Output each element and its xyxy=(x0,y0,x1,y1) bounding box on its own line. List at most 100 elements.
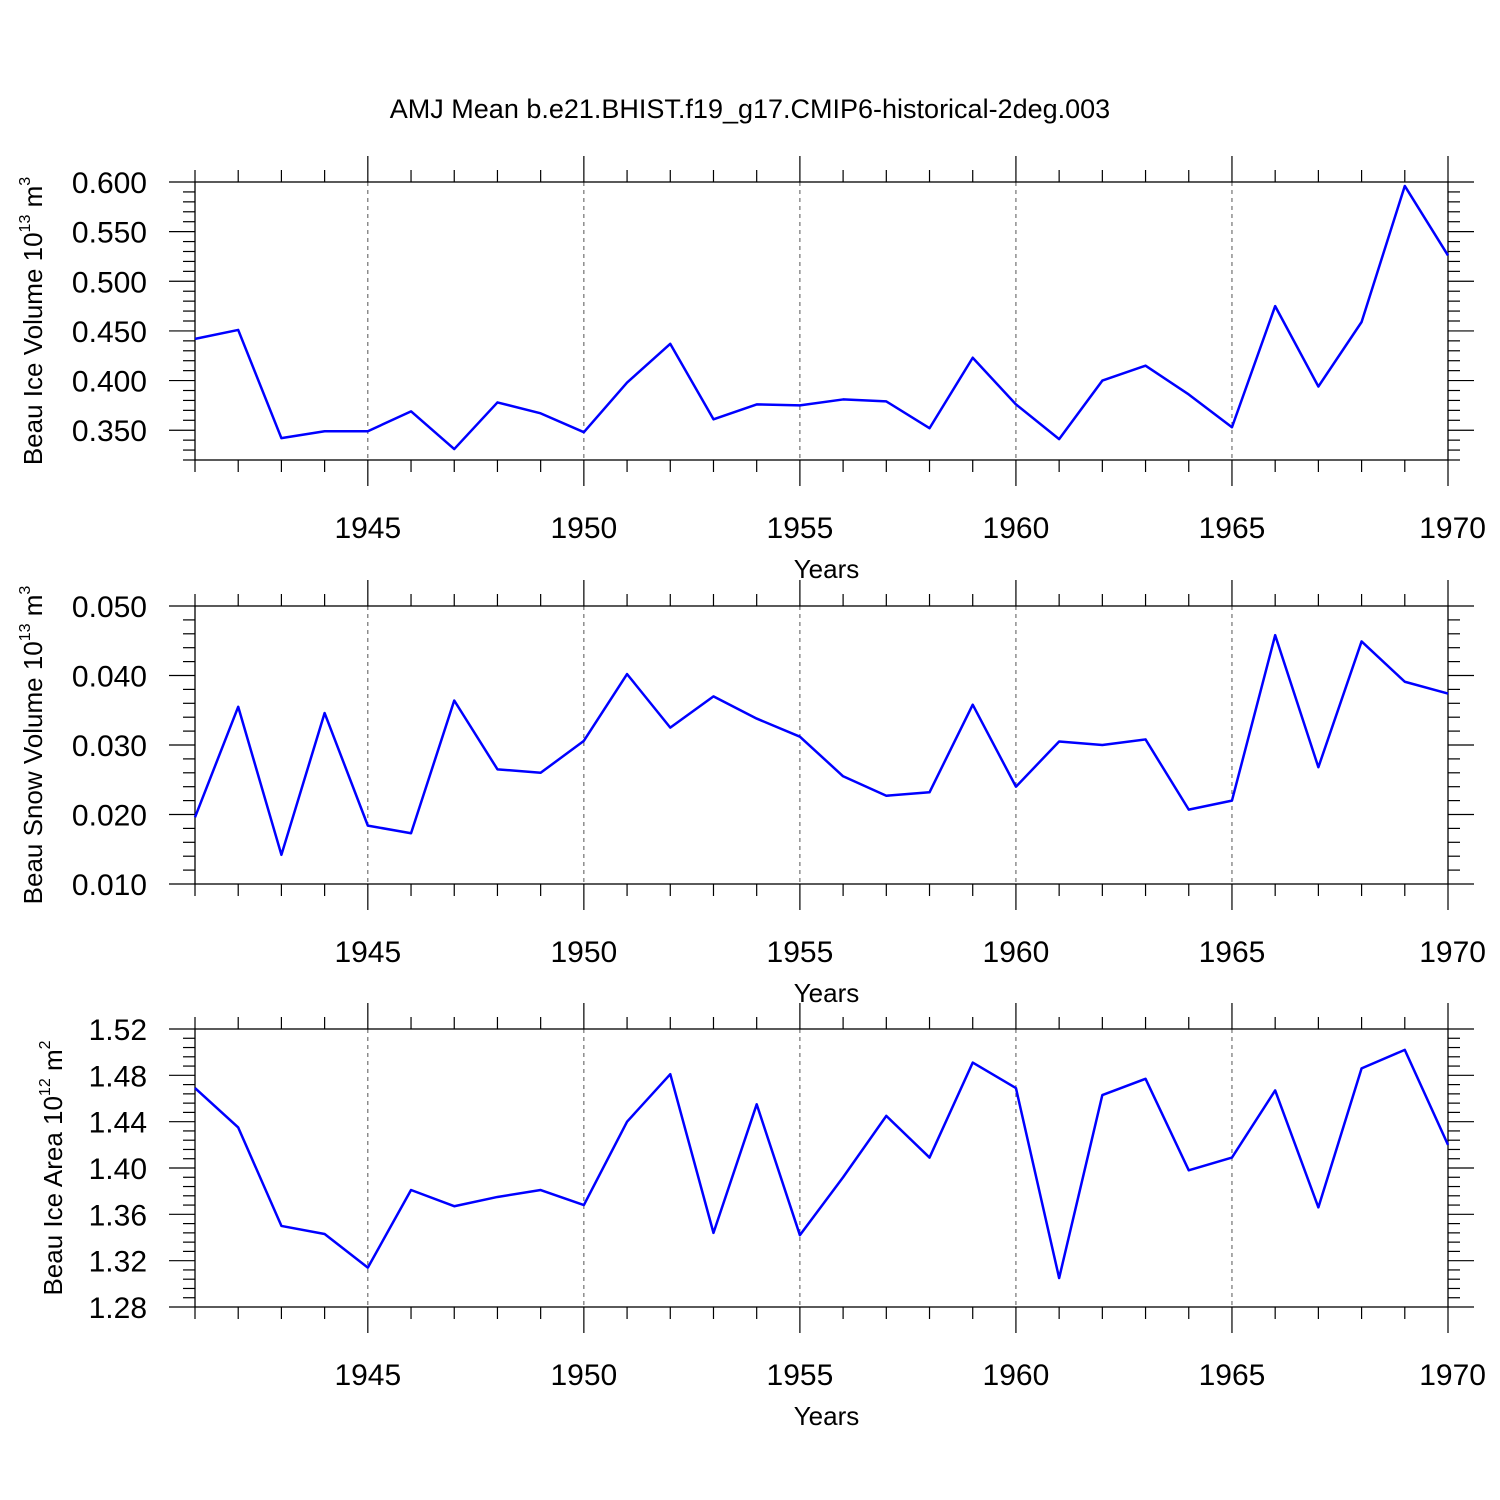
data-point xyxy=(409,831,413,835)
y-tick-label: 1.32 xyxy=(89,1246,147,1279)
x-tick-label: 1945 xyxy=(334,512,401,545)
data-point xyxy=(1403,1048,1407,1052)
data-point xyxy=(193,815,197,819)
x-axis-title: Years xyxy=(794,554,860,584)
data-point xyxy=(582,430,586,434)
figure-title: AMJ Mean b.e21.BHIST.f19_g17.CMIP6-histo… xyxy=(390,94,1110,124)
data-point xyxy=(755,1102,759,1106)
x-tick-label: 1965 xyxy=(1199,936,1266,969)
x-tick-label: 1950 xyxy=(550,1359,617,1392)
data-point xyxy=(539,771,543,775)
series-line xyxy=(193,633,1449,857)
series-line xyxy=(194,184,1450,451)
data-point xyxy=(1144,1077,1148,1081)
data-point xyxy=(1230,1156,1234,1160)
x-tick-label: 1965 xyxy=(1199,1359,1266,1392)
y-tick-label: 1.28 xyxy=(89,1292,147,1325)
y-axis-title: Beau Snow Volume 1013 m3 xyxy=(17,586,48,905)
data-point xyxy=(668,342,672,346)
y-tick-label: 0.600 xyxy=(72,167,147,200)
data-point xyxy=(928,1156,932,1160)
x-tick-label: 1955 xyxy=(767,512,834,545)
data-point xyxy=(452,1204,456,1208)
data-point xyxy=(755,402,759,406)
y-tick-label: 0.500 xyxy=(72,266,147,299)
data-point xyxy=(1403,680,1407,684)
data-point xyxy=(366,1266,370,1270)
data-point xyxy=(279,436,283,440)
data-point xyxy=(1403,184,1407,188)
x-tick-label: 1955 xyxy=(767,1359,834,1392)
series-line xyxy=(194,1048,1450,1280)
data-point xyxy=(1273,304,1277,308)
data-point xyxy=(1100,1093,1104,1097)
data-point xyxy=(193,337,197,341)
x-axis-title: Years xyxy=(794,978,860,1008)
y-tick-label: 0.050 xyxy=(72,591,147,624)
data-point xyxy=(236,1125,240,1129)
data-point xyxy=(495,1195,499,1199)
data-point xyxy=(236,328,240,332)
chart-panels: 1945 1950 1955 1960 1965 1970 0.350 0.400 0.450 0… xyxy=(17,156,1486,1431)
y-tick-label: 0.550 xyxy=(72,217,147,250)
data-point xyxy=(409,1188,413,1192)
data-point xyxy=(928,790,932,794)
data-point xyxy=(711,1231,715,1235)
chart-panel-1: 1945 1950 1955 1960 1965 1970 0.350 0.400 0.450 0… xyxy=(17,156,1486,584)
y-tick-label: 1.36 xyxy=(89,1199,147,1232)
data-point xyxy=(1316,385,1320,389)
data-point xyxy=(1057,740,1061,744)
data-point xyxy=(841,397,845,401)
data-point xyxy=(841,774,845,778)
data-point xyxy=(1187,1168,1191,1172)
y-tick-label: 1.44 xyxy=(89,1107,147,1140)
data-point xyxy=(668,1072,672,1076)
data-point xyxy=(841,1175,845,1179)
x-tick-label: 1950 xyxy=(550,512,617,545)
data-point xyxy=(884,794,888,798)
y-tick-label: 1.40 xyxy=(89,1153,147,1186)
data-point xyxy=(625,672,629,676)
data-point xyxy=(452,699,456,703)
data-point xyxy=(323,711,327,715)
data-point xyxy=(1100,379,1104,383)
data-point xyxy=(1446,692,1450,696)
data-point xyxy=(1316,765,1320,769)
data-point xyxy=(1316,1205,1320,1209)
y-axis-title: Beau Ice Volume 1013 m3 xyxy=(17,177,48,465)
x-axis-title: Years xyxy=(794,1401,860,1431)
data-point xyxy=(1057,1276,1061,1280)
data-point xyxy=(1273,633,1277,637)
data-point xyxy=(884,1114,888,1118)
x-tick-label: 1970 xyxy=(1419,936,1486,969)
data-point xyxy=(668,726,672,730)
data-point xyxy=(236,705,240,709)
y-tick-label: 0.030 xyxy=(72,730,147,763)
plot-frame xyxy=(194,605,1449,885)
data-point xyxy=(1144,737,1148,741)
data-point xyxy=(971,703,975,707)
data-point xyxy=(539,411,543,415)
data-point xyxy=(539,1188,543,1192)
x-tick-label: 1970 xyxy=(1419,512,1486,545)
y-tick-label: 1.48 xyxy=(89,1060,147,1093)
data-point xyxy=(971,356,975,360)
data-point xyxy=(409,409,413,413)
data-point xyxy=(279,1224,283,1228)
data-point xyxy=(1014,402,1018,406)
data-point xyxy=(1273,1088,1277,1092)
data-point xyxy=(1230,799,1234,803)
data-point xyxy=(711,417,715,421)
data-point xyxy=(1230,425,1234,429)
x-tick-label: 1965 xyxy=(1199,512,1266,545)
plot-frame xyxy=(194,181,1449,461)
x-tick-label: 1960 xyxy=(983,512,1050,545)
data-point xyxy=(1360,320,1364,324)
x-tick-label: 1960 xyxy=(983,936,1050,969)
data-point xyxy=(193,1086,197,1090)
data-point xyxy=(323,429,327,433)
y-tick-label: 0.450 xyxy=(72,316,147,349)
chart-panel-3: 1945 1950 1955 1960 1965 1970 1.28 1.32 1.36 1.40… xyxy=(37,1003,1486,1431)
y-tick-label: 0.350 xyxy=(72,415,147,448)
x-tick-label: 1945 xyxy=(334,1359,401,1392)
